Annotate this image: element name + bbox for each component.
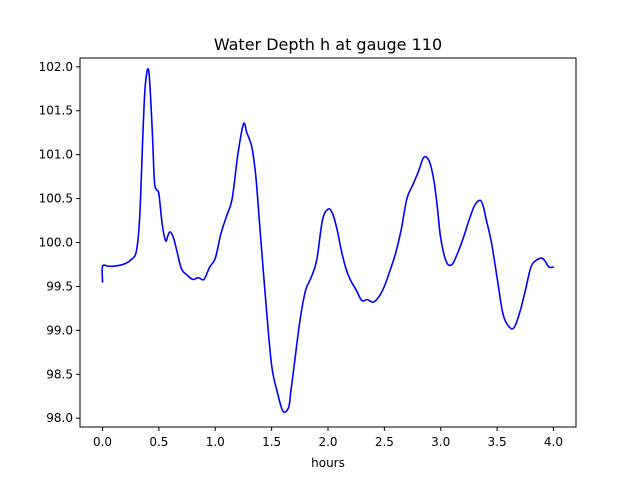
x-tick-label: 1.0 bbox=[206, 435, 225, 449]
x-tick-label: 2.0 bbox=[318, 435, 337, 449]
x-axis-label: hours bbox=[311, 456, 345, 470]
x-tick-label: 4.0 bbox=[544, 435, 563, 449]
x-tick-label: 0.0 bbox=[93, 435, 112, 449]
series-line-0 bbox=[101, 68, 555, 413]
x-tick-label: 0.5 bbox=[149, 435, 168, 449]
chart-title: Water Depth h at gauge 110 bbox=[214, 35, 442, 54]
y-tick-label: 100.0 bbox=[39, 236, 73, 250]
y-tick-label: 102.0 bbox=[39, 60, 73, 74]
x-tick-label: 2.5 bbox=[375, 435, 394, 449]
y-tick-label: 98.0 bbox=[46, 411, 73, 425]
y-axis: 98.0 98.5 99.0 99.5 100.0 100.5 101.0 101.5 102.… bbox=[39, 60, 80, 425]
series-group bbox=[101, 68, 555, 413]
y-tick-label: 98.5 bbox=[46, 367, 73, 381]
x-tick-label: 1.5 bbox=[262, 435, 281, 449]
y-tick-label: 99.5 bbox=[46, 279, 73, 293]
y-tick-label: 99.0 bbox=[46, 323, 73, 337]
x-axis: 0.0 0.5 1.0 1.5 2.0 2.5 3.0 3.5 4.0 bbox=[93, 427, 563, 449]
y-tick-label: 101.0 bbox=[39, 148, 73, 162]
y-tick-label: 100.5 bbox=[39, 192, 73, 206]
y-tick-label: 101.5 bbox=[39, 104, 73, 118]
x-tick-label: 3.0 bbox=[431, 435, 450, 449]
x-tick-label: 3.5 bbox=[488, 435, 507, 449]
